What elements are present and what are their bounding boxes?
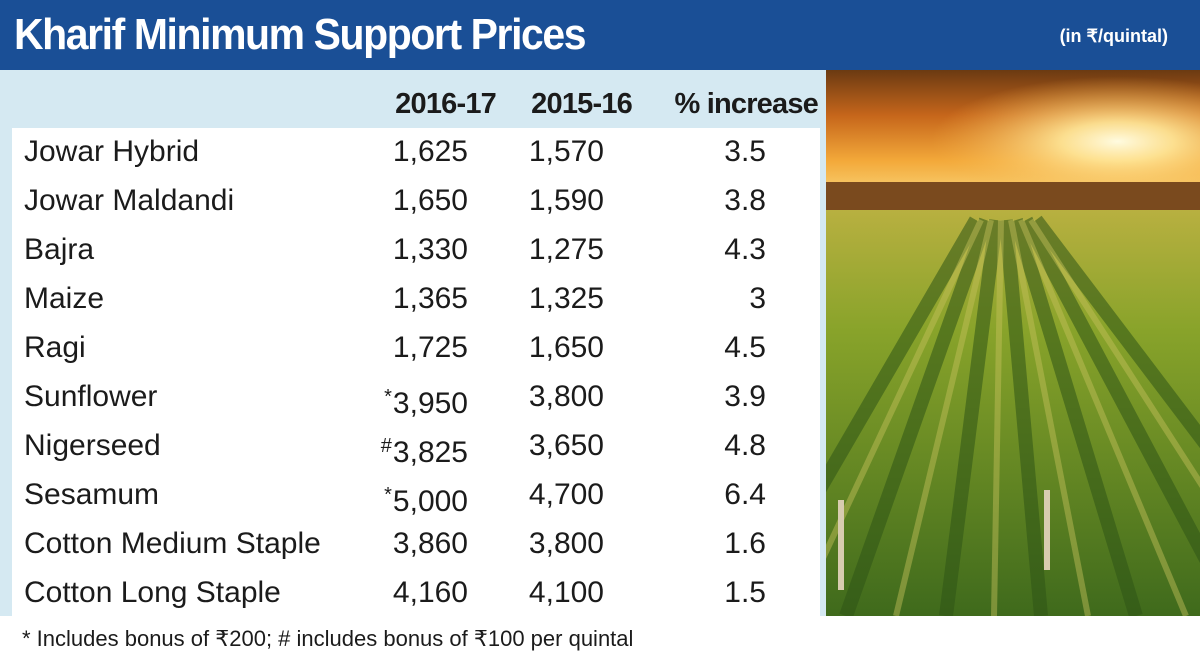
price-2016-17: *3,950 (384, 373, 468, 421)
page-title: Kharif Minimum Support Prices (14, 10, 587, 59)
percent-increase: 6.4 (724, 478, 766, 511)
price-2015-16: 3,800 (528, 380, 604, 413)
table-row: Bajra 1,330 1,275 4.3 (12, 226, 820, 275)
column-header-2015-16: 2015-16 (531, 88, 633, 120)
percent-increase: 3.5 (724, 135, 766, 168)
price-2016-17-value: 3,950 (392, 387, 468, 420)
price-2016-17: 1,625 (393, 128, 468, 176)
price-2015-16: 1,275 (528, 233, 604, 266)
price-2016-17-value: 1,625 (392, 135, 468, 168)
unit-label: (in ₹/quintal) (1059, 26, 1168, 46)
price-2016-17: 4,160 (393, 569, 468, 617)
price-2015-16: 1,325 (528, 282, 604, 315)
price-2016-17-value: 1,330 (392, 233, 468, 266)
price-2016-17: 1,330 (393, 226, 468, 274)
percent-increase: 3.9 (724, 380, 766, 413)
price-2016-17: 3,860 (393, 520, 468, 568)
price-2016-17-value: 3,860 (392, 527, 468, 560)
price-2015-16: 4,700 (528, 478, 604, 511)
price-2015-16: 4,100 (528, 576, 604, 609)
price-2015-16: 1,650 (528, 331, 604, 364)
table-row: Sesamum *5,000 4,700 6.4 (12, 471, 820, 520)
price-2016-17: 1,365 (393, 275, 468, 323)
table-row: Cotton Long Staple 4,160 4,100 1.5 (12, 569, 820, 618)
crop-name: Jowar Maldandi (24, 184, 235, 217)
price-2016-17-value: 1,725 (392, 331, 468, 364)
crop-name: Cotton Long Staple (24, 576, 281, 609)
percent-increase: 1.5 (724, 576, 766, 609)
table-row: Jowar Maldandi 1,650 1,590 3.8 (12, 177, 820, 226)
crop-field-sunset-photo (826, 70, 1200, 616)
price-2016-17: *5,000 (384, 471, 468, 519)
price-2016-17-value: 1,650 (392, 184, 468, 217)
crop-name: Sesamum (24, 478, 160, 511)
percent-increase: 4.5 (724, 331, 766, 364)
crop-name: Jowar Hybrid (24, 135, 200, 168)
column-header-2016-17: 2016-17 (395, 88, 497, 120)
bonus-marker: * (384, 386, 392, 408)
price-2016-17-value: 3,825 (392, 436, 468, 469)
price-2015-16: 1,590 (528, 184, 604, 217)
footnote: * Includes bonus of ₹200; # includes bon… (22, 626, 634, 651)
price-2016-17-value: 1,365 (392, 282, 468, 315)
crop-name: Sunflower (24, 380, 158, 413)
percent-increase: 4.3 (724, 233, 766, 266)
percent-increase: 3.8 (724, 184, 766, 217)
percent-increase: 1.6 (724, 527, 766, 560)
percent-increase: 3 (749, 282, 766, 315)
crop-name: Bajra (24, 233, 95, 266)
table-row: Nigerseed #3,825 3,650 4.8 (12, 422, 820, 471)
crop-name: Ragi (24, 331, 86, 364)
price-2015-16: 3,650 (528, 429, 604, 462)
crop-name: Cotton Medium Staple (24, 527, 321, 560)
table-row: Jowar Hybrid 1,625 1,570 3.5 (12, 128, 820, 177)
price-2016-17-value: 4,160 (392, 576, 468, 609)
table-row: Maize 1,365 1,325 3 (12, 275, 820, 324)
crop-name: Maize (24, 282, 105, 315)
crop-name: Nigerseed (24, 429, 161, 462)
column-header-percent-increase: % increase (674, 88, 818, 120)
table-row: Cotton Medium Staple 3,860 3,800 1.6 (12, 520, 820, 569)
price-2016-17: 1,725 (393, 324, 468, 372)
table-row: Ragi 1,725 1,650 4.5 (12, 324, 820, 373)
price-2016-17: 1,650 (393, 177, 468, 225)
bonus-marker: # (380, 435, 392, 457)
price-2016-17: #3,825 (381, 422, 468, 470)
price-2015-16: 3,800 (528, 527, 604, 560)
table-row: Sunflower *3,950 3,800 3.9 (12, 373, 820, 422)
price-2015-16: 1,570 (528, 135, 604, 168)
bonus-marker: * (384, 484, 392, 506)
title-banner: Kharif Minimum Support Prices (in ₹/quin… (0, 0, 1200, 70)
price-2016-17-value: 5,000 (392, 485, 468, 518)
percent-increase: 4.8 (724, 429, 766, 462)
